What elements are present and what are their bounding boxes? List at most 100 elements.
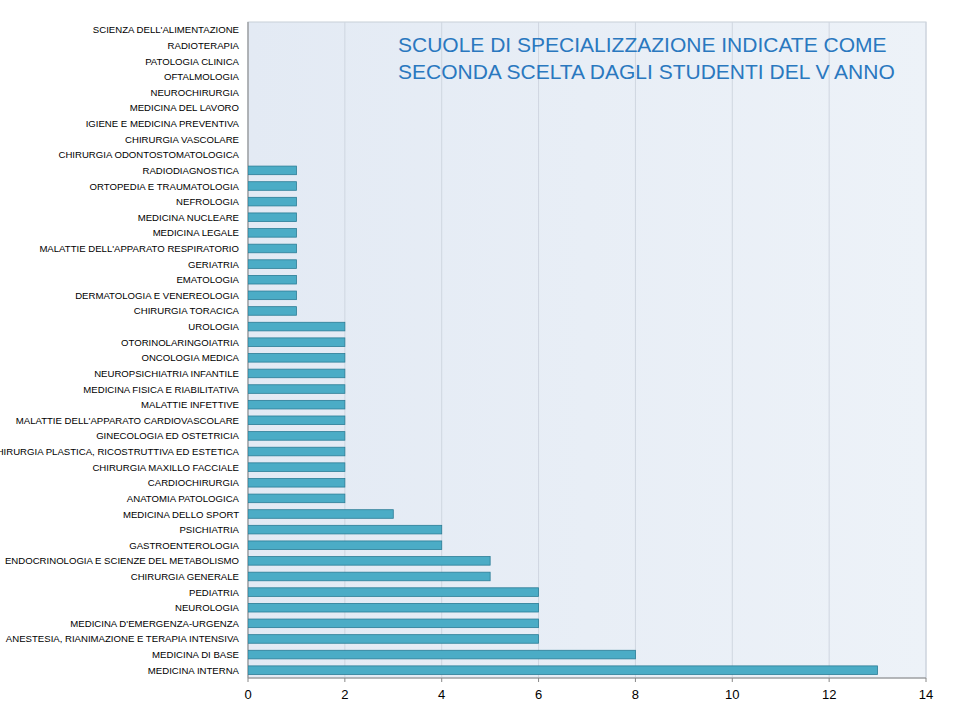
tick-label: 14 (919, 687, 933, 702)
title: SCUOLE DI SPECIALIZZAZIONE INDICATE COME… (398, 33, 895, 83)
category-label: ENDOCRINOLOGIA E SCIENZE DEL METABOLISMO (5, 555, 239, 566)
bar (248, 650, 635, 659)
category-label: MEDICINA FISICA E RIABILITATIVA (83, 384, 239, 395)
category-label: GINECOLOGIA ED OSTETRICIA (96, 430, 239, 441)
grid-line (635, 22, 636, 678)
category-label: MALATTIE DELL'APPARATO CARDIOVASCOLARE (16, 415, 239, 426)
bar (248, 229, 296, 238)
category-label: CHIRURGIA MAXILLO FACCIALE (92, 462, 239, 473)
tick-mark (829, 678, 830, 682)
category-label: DERMATOLOGIA E VENEREOLOGIA (75, 290, 239, 301)
grid-line (538, 22, 539, 678)
bar (248, 635, 539, 644)
bar (248, 338, 345, 347)
category-label: CHIRURGIA TORACICA (134, 305, 240, 316)
bar (248, 541, 442, 550)
x-axis (248, 678, 926, 679)
category-label: MEDICINA NUCLEARE (138, 212, 239, 223)
bar (248, 182, 296, 191)
tick-label: 8 (632, 687, 639, 702)
bar (248, 72, 249, 81)
category-label: MALATTIE DELL'APPARATO RESPIRATORIO (39, 243, 239, 254)
category-label: NEUROPSICHIATRIA INFANTILE (94, 368, 239, 379)
category-label: MEDICINA D'EMERGENZA-URGENZA (70, 618, 239, 629)
category-label: RADIODIAGNOSTICA (143, 165, 240, 176)
bar (248, 135, 249, 144)
category-label: MEDICINA INTERNA (148, 665, 240, 676)
chart: 0 2 4 6 8 10 12 14 SCIENZA DELL'ALIMENTAZIONE RAD… (0, 0, 960, 716)
bar (248, 510, 393, 519)
tick-label: 2 (341, 687, 348, 702)
tick-label: 12 (822, 687, 836, 702)
bar (248, 385, 345, 394)
tick-mark (732, 678, 733, 682)
category-label: CHIRURGIA PLASTICA, RICOSTRUTTIVA ED EST… (0, 446, 240, 457)
bar (248, 88, 249, 97)
category-label: SCIENZA DELL'ALIMENTAZIONE (93, 24, 239, 35)
bar (248, 41, 249, 50)
category-label: MALATTIE INFETTIVE (141, 399, 239, 410)
category-label: ANESTESIA, RIANIMAZIONE E TERAPIA INTENS… (6, 633, 240, 644)
category-label: ONCOLOGIA MEDICA (141, 352, 239, 363)
bar (248, 525, 442, 534)
category-label: IGIENE E MEDICINA PREVENTIVA (86, 118, 240, 129)
category-label: MEDICINA DI BASE (152, 649, 239, 660)
bar (248, 197, 296, 206)
bar (248, 478, 345, 487)
bar (248, 354, 345, 363)
tick-label: 10 (725, 687, 739, 702)
category-label: OFTALMOLOGIA (164, 71, 240, 82)
tick-mark (441, 678, 442, 682)
tick-mark (248, 678, 249, 682)
bar (248, 494, 345, 503)
category-label: OTORINOLARINGOIATRIA (121, 337, 240, 348)
category-label: NEUROLOGIA (175, 602, 240, 613)
category-label: ANATOMIA PATOLOGICA (127, 493, 240, 504)
bar (248, 572, 490, 581)
bar (248, 588, 539, 597)
category-label: CHIRURGIA VASCOLARE (125, 134, 239, 145)
tick-label: 6 (535, 687, 542, 702)
bar (248, 666, 878, 675)
category-label: EMATOLOGIA (176, 274, 239, 285)
bar (248, 369, 345, 378)
category-label: MEDICINA LEGALE (153, 227, 239, 238)
tick-mark (926, 678, 927, 682)
category-label: UROLOGIA (188, 321, 239, 332)
bar (248, 447, 345, 456)
category-label: CARDIOCHIRURGIA (148, 477, 240, 488)
tick-label: 4 (438, 687, 445, 702)
bar (248, 213, 296, 222)
tick-mark (635, 678, 636, 682)
bar (248, 57, 249, 66)
category-label: GERIATRIA (188, 259, 240, 270)
category-label: PSICHIATRIA (179, 524, 239, 535)
bars (248, 166, 878, 674)
category-label: ORTOPEDIA E TRAUMATOLOGIA (90, 181, 240, 192)
category-label: PEDIATRIA (189, 587, 240, 598)
grid-line (926, 22, 927, 678)
bar (248, 166, 296, 175)
bar (248, 244, 296, 253)
category-label: MEDICINA DEL LAVORO (130, 102, 239, 113)
plot-area (248, 22, 926, 678)
tick-label: 0 (244, 687, 251, 702)
bar (248, 322, 345, 331)
tick-mark (344, 678, 345, 682)
bar (248, 400, 345, 409)
category-label: RADIOTERAPIA (168, 40, 240, 51)
bar (248, 104, 249, 113)
category-label: NEUROCHIRURGIA (151, 87, 240, 98)
bar (248, 463, 345, 472)
category-label: CHIRURGIA ODONTOSTOMATOLOGICA (58, 149, 239, 160)
bar (248, 291, 296, 300)
category-label: MEDICINA DELLO SPORT (123, 509, 239, 520)
grid-line (829, 22, 830, 678)
bar (248, 260, 296, 269)
category-label: NEFROLOGIA (176, 196, 240, 207)
grid-line (732, 22, 733, 678)
category-label: GASTROENTEROLOGIA (129, 540, 239, 551)
tick-mark (538, 678, 539, 682)
bar (248, 26, 249, 35)
bar (248, 603, 539, 612)
